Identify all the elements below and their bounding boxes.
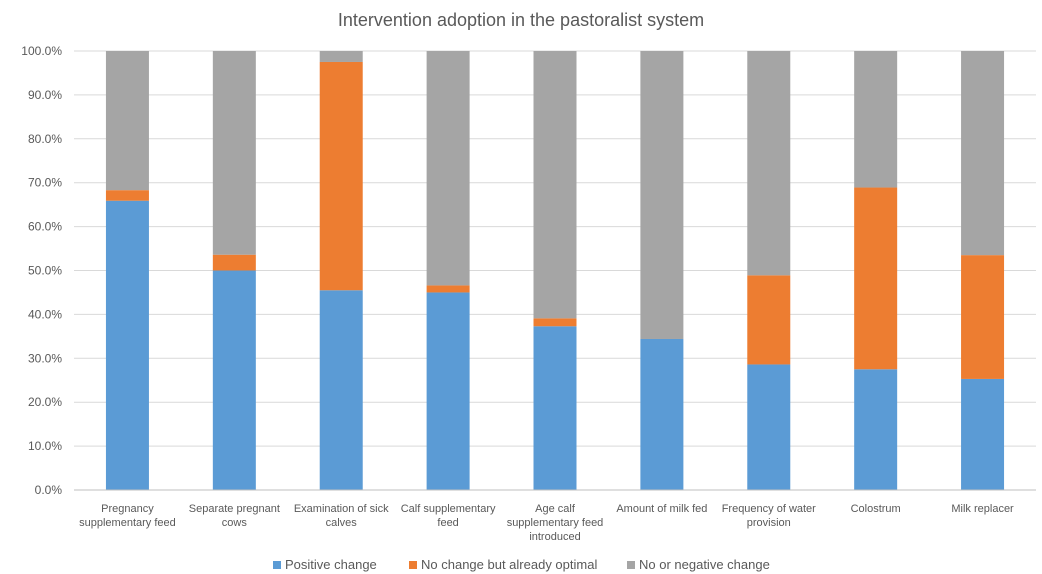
bar-segment	[854, 51, 898, 188]
bar-segment	[854, 187, 898, 370]
x-category-label: Amount of milk fed	[616, 503, 707, 515]
bar-segment	[747, 51, 791, 276]
y-tick-label: 10.0%	[28, 439, 62, 453]
x-category-label: Examination of sick calves	[294, 503, 389, 529]
bar-segment	[961, 51, 1005, 256]
y-tick-label: 30.0%	[28, 351, 62, 365]
bar-segment	[640, 51, 684, 339]
bar-segment	[640, 338, 684, 490]
y-tick-label: 80.0%	[28, 132, 62, 146]
bar-segment	[212, 254, 256, 271]
bar-segment	[854, 369, 898, 490]
bar-segment	[747, 275, 791, 365]
bar-segment	[319, 51, 363, 62]
bar-segment	[533, 326, 577, 490]
bar-segment	[961, 255, 1005, 379]
bar-segment	[212, 270, 256, 490]
x-category-label: Separate pregnant cows	[189, 503, 280, 529]
legend-label: Positive change	[285, 557, 377, 572]
y-tick-label: 50.0%	[28, 264, 62, 278]
bar-segment	[105, 200, 149, 490]
bar-segment	[319, 61, 363, 291]
x-category-label: Colostrum	[851, 503, 901, 515]
legend: Positive change No change but already opt…	[273, 557, 770, 572]
bar-segment	[961, 378, 1005, 490]
bars	[105, 51, 1005, 490]
bar-segment	[747, 364, 791, 490]
bar-segment	[533, 51, 577, 319]
x-category-label: Pregnancy supplementary feed	[79, 503, 176, 529]
legend-label: No change but already optimal	[421, 557, 597, 572]
chart-title: Intervention adoption in the pastoralist…	[338, 10, 704, 30]
y-tick-label: 0.0%	[35, 483, 63, 497]
y-tick-label: 40.0%	[28, 307, 62, 321]
bar-segment	[319, 290, 363, 490]
x-category-label: Milk replacer	[951, 503, 1014, 515]
x-category-label: Frequency of water provision	[722, 503, 816, 529]
legend-swatch	[627, 561, 635, 569]
bar-segment	[533, 318, 577, 327]
y-tick-label: 90.0%	[28, 88, 62, 102]
bar-segment	[426, 51, 470, 286]
y-tick-label: 100.0%	[21, 44, 62, 58]
legend-label: No or negative change	[639, 557, 770, 572]
bar-segment	[105, 51, 149, 191]
bar-segment	[105, 190, 149, 201]
x-axis-categories: Pregnancy supplementary feed Separate preg…	[79, 503, 1014, 543]
x-category-label: Age calf supplementary feed introduced	[507, 503, 604, 543]
legend-swatch	[273, 561, 281, 569]
bar-segment	[426, 285, 470, 293]
y-tick-label: 70.0%	[28, 176, 62, 190]
bar-segment	[426, 292, 470, 490]
y-tick-label: 60.0%	[28, 220, 62, 234]
x-category-label: Calf supplementary feed	[401, 503, 496, 529]
bar-segment	[212, 51, 256, 255]
legend-swatch	[409, 561, 417, 569]
y-axis-ticks: 0.0% 10.0% 20.0% 30.0% 40.0% 50.0% 60.0% 70.0% 8…	[21, 44, 62, 497]
y-tick-label: 20.0%	[28, 395, 62, 409]
